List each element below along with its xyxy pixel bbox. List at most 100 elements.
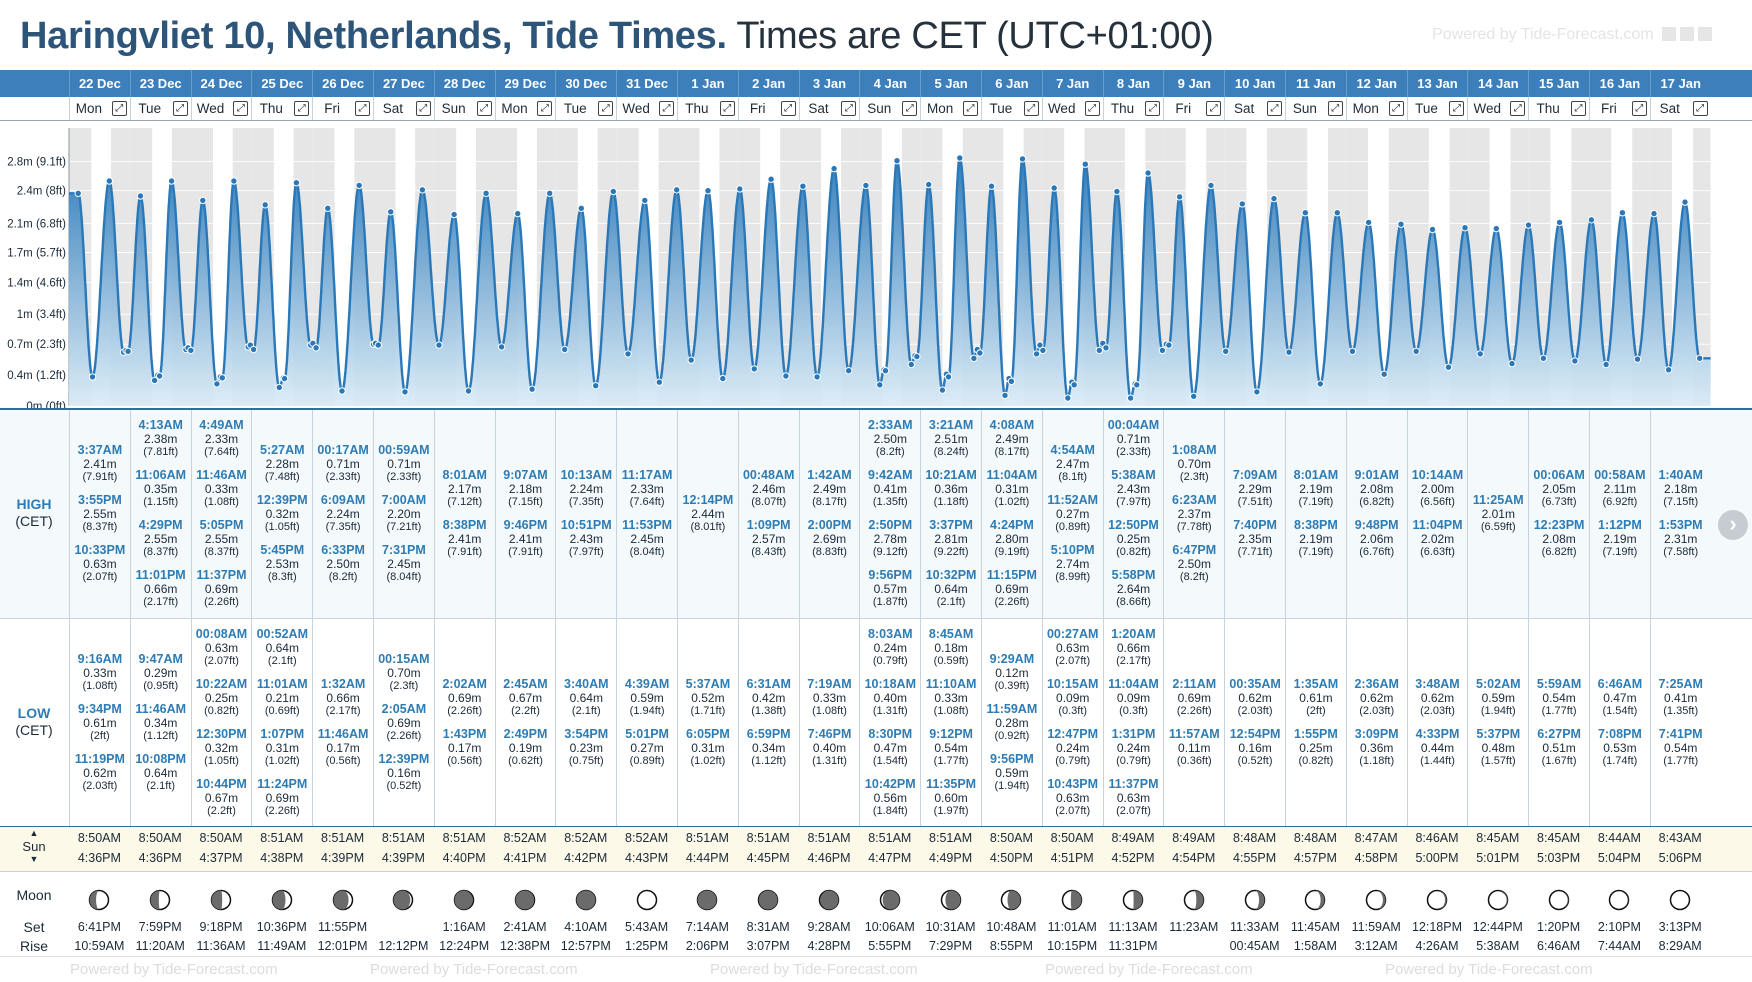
high-tide-height-m: 0.41m: [873, 482, 907, 496]
expand-day-icon[interactable]: ⤢: [354, 101, 370, 116]
low-tide-time: 5:37AM: [685, 677, 731, 691]
low-tide-time: 1:31PM: [1111, 727, 1156, 741]
low-tide-height-ft: (1.08ft): [812, 705, 847, 717]
tide-extreme-point: [687, 356, 695, 364]
low-tide-height-m: 0.09m: [1116, 691, 1151, 705]
expand-day-icon[interactable]: ⤢: [1692, 101, 1708, 116]
weekday-cell: Tue ⤢: [555, 97, 616, 120]
moonset-label: Set: [23, 919, 45, 935]
expand-day-icon[interactable]: ⤢: [658, 101, 674, 116]
expand-day-icon[interactable]: ⤢: [1388, 101, 1404, 116]
expand-day-icon[interactable]: ⤢: [1206, 101, 1222, 116]
high-tide-height-ft: (7.19ft): [1298, 546, 1334, 558]
expand-day-icon[interactable]: ⤢: [537, 101, 553, 116]
sunrise-time: 8:50AM: [138, 831, 182, 845]
date-label: 1 Jan: [691, 76, 725, 91]
high-tide-height-ft: (7.91ft): [447, 546, 483, 558]
sunset-time: 4:41PM: [503, 851, 547, 865]
high-tide-height-m: 2.08m: [1542, 532, 1576, 546]
expand-day-icon[interactable]: ⤢: [415, 101, 431, 116]
high-tides-section: HIGH (CET) 3:37AM 2.41m (7.91ft) 3:55PM 2.55…: [0, 408, 1752, 620]
high-tide-time: 11:52AM: [1047, 493, 1099, 507]
expand-day-icon[interactable]: ⤢: [294, 101, 310, 116]
high-tide-time: 7:00AM: [381, 493, 427, 507]
low-tide-entry: 7:25AM 0.41m (1.35ft): [1651, 677, 1711, 718]
low-tide-time: 11:19PM: [74, 752, 125, 766]
high-tide-height-m: 0.69m: [995, 582, 1029, 596]
low-tide-entry: 6:59PM 0.34m (1.12ft): [739, 727, 799, 768]
tide-extreme-point: [1412, 347, 1420, 356]
low-tide-column: 2:11AM 0.69m (2.26ft) 11:57AM 0.11m (0.36ft): [1163, 619, 1224, 827]
expand-day-icon[interactable]: ⤢: [1327, 101, 1343, 116]
expand-day-icon[interactable]: ⤢: [1449, 101, 1465, 116]
high-tide-height-m: 2.35m: [1238, 532, 1272, 546]
expand-day-icon[interactable]: ⤢: [598, 101, 614, 116]
low-tide-time: 1:35AM: [1293, 677, 1339, 691]
tide-extreme-point: [167, 177, 176, 185]
moon-phase-icon: [1122, 889, 1144, 911]
high-tide-height-m: 0.71m: [387, 457, 421, 471]
high-tide-entry: 2:33AM 2.50m (8.2ft): [860, 418, 920, 459]
high-tide-height-m: 0.63m: [83, 557, 117, 571]
expand-day-icon[interactable]: ⤢: [233, 101, 249, 116]
low-tide-time: 9:34PM: [78, 702, 122, 716]
high-tide-height-ft: (8.04ft): [629, 546, 665, 558]
low-tide-entry: 5:37PM 0.48m (1.57ft): [1468, 727, 1528, 768]
low-tide-height-ft: (2ft): [90, 730, 110, 742]
expand-day-icon[interactable]: ⤢: [962, 101, 978, 116]
low-tide-column: 3:40AM 0.64m (2.1ft) 3:54PM 0.23m (0.75ft): [555, 619, 616, 827]
moon-phase-icon: [1244, 889, 1265, 911]
high-tide-height-ft: (7.58ft): [1663, 546, 1699, 558]
date-label: 27 Dec: [382, 76, 425, 91]
location-title: Haringvliet 10, Netherlands, Tide Times.: [20, 15, 727, 57]
expand-day-icon[interactable]: ⤢: [902, 101, 918, 116]
tide-extreme-point: [249, 345, 258, 354]
low-tide-height-ft: (1.94ft): [994, 780, 1030, 792]
high-tide-entry: 4:13AM 2.38m (7.81ft): [131, 418, 191, 459]
sunset-time: 4:44PM: [685, 851, 729, 865]
sunset-time: 4:47PM: [868, 851, 912, 865]
moonset-time: 10:48AM: [986, 920, 1037, 934]
expand-day-icon[interactable]: ⤢: [1023, 101, 1039, 116]
expand-day-icon[interactable]: ⤢: [1266, 101, 1282, 116]
low-tide-time: 2:02AM: [442, 677, 487, 691]
low-tide-height-m: 0.69m: [448, 691, 482, 705]
expand-day-icon[interactable]: ⤢: [476, 101, 492, 116]
high-tide-height-ft: (7.81ft): [143, 446, 179, 458]
expand-day-icon[interactable]: ⤢: [1084, 101, 1100, 116]
low-tide-height-m: 0.44m: [1420, 741, 1455, 755]
date-cell: 10 Jan: [1224, 70, 1285, 97]
high-tide-entry: 11:04PM 2.02m (6.63ft): [1408, 518, 1468, 559]
expand-day-icon[interactable]: ⤢: [1510, 101, 1526, 116]
low-tide-height-m: 0.33m: [934, 691, 968, 705]
expand-day-icon[interactable]: ⤢: [1570, 101, 1586, 116]
expand-day-icon[interactable]: ⤢: [1145, 101, 1161, 116]
date-cell: 31 Dec: [616, 70, 677, 97]
low-tide-height-ft: (2.03ft): [82, 780, 118, 792]
high-tide-entry: 3:37AM 2.41m (7.91ft): [70, 443, 130, 484]
low-tide-height-m: 0.33m: [812, 691, 847, 705]
low-tide-height-ft: (0.36ft): [1176, 755, 1212, 767]
low-tide-entry: 10:15AM 0.09m (0.3ft): [1043, 677, 1103, 718]
moonrise-time: 7:29PM: [929, 939, 973, 953]
tide-extreme-point: [1681, 198, 1689, 206]
scroll-right-button[interactable]: ›: [1718, 510, 1748, 540]
expand-day-icon[interactable]: ⤢: [780, 101, 796, 116]
low-tide-height-ft: (2ft): [1306, 705, 1326, 717]
high-tide-time: 6:33PM: [321, 543, 365, 557]
expand-day-icon[interactable]: ⤢: [841, 101, 857, 116]
low-tide-entry: 2:49PM 0.19m (0.62ft): [496, 727, 556, 768]
expand-day-icon[interactable]: ⤢: [1631, 101, 1647, 116]
high-tide-entry: 10:14AM 2.00m (6.56ft): [1408, 468, 1468, 509]
low-tide-time: 1:07PM: [260, 727, 305, 741]
expand-day-icon[interactable]: ⤢: [719, 101, 735, 116]
expand-day-icon[interactable]: ⤢: [172, 101, 188, 116]
moonset-time: 5:43AM: [625, 920, 669, 934]
tide-extreme-point: [1018, 155, 1027, 163]
low-tide-entry: 12:30PM 0.32m (1.05ft): [192, 727, 252, 768]
expand-day-icon[interactable]: ⤢: [111, 101, 127, 116]
low-tide-height-m: 0.34m: [752, 741, 786, 755]
tide-extreme-point: [862, 181, 870, 190]
page-title: Haringvliet 10, Netherlands, Tide Times.…: [20, 8, 1214, 64]
date-label: 25 Dec: [261, 76, 304, 91]
